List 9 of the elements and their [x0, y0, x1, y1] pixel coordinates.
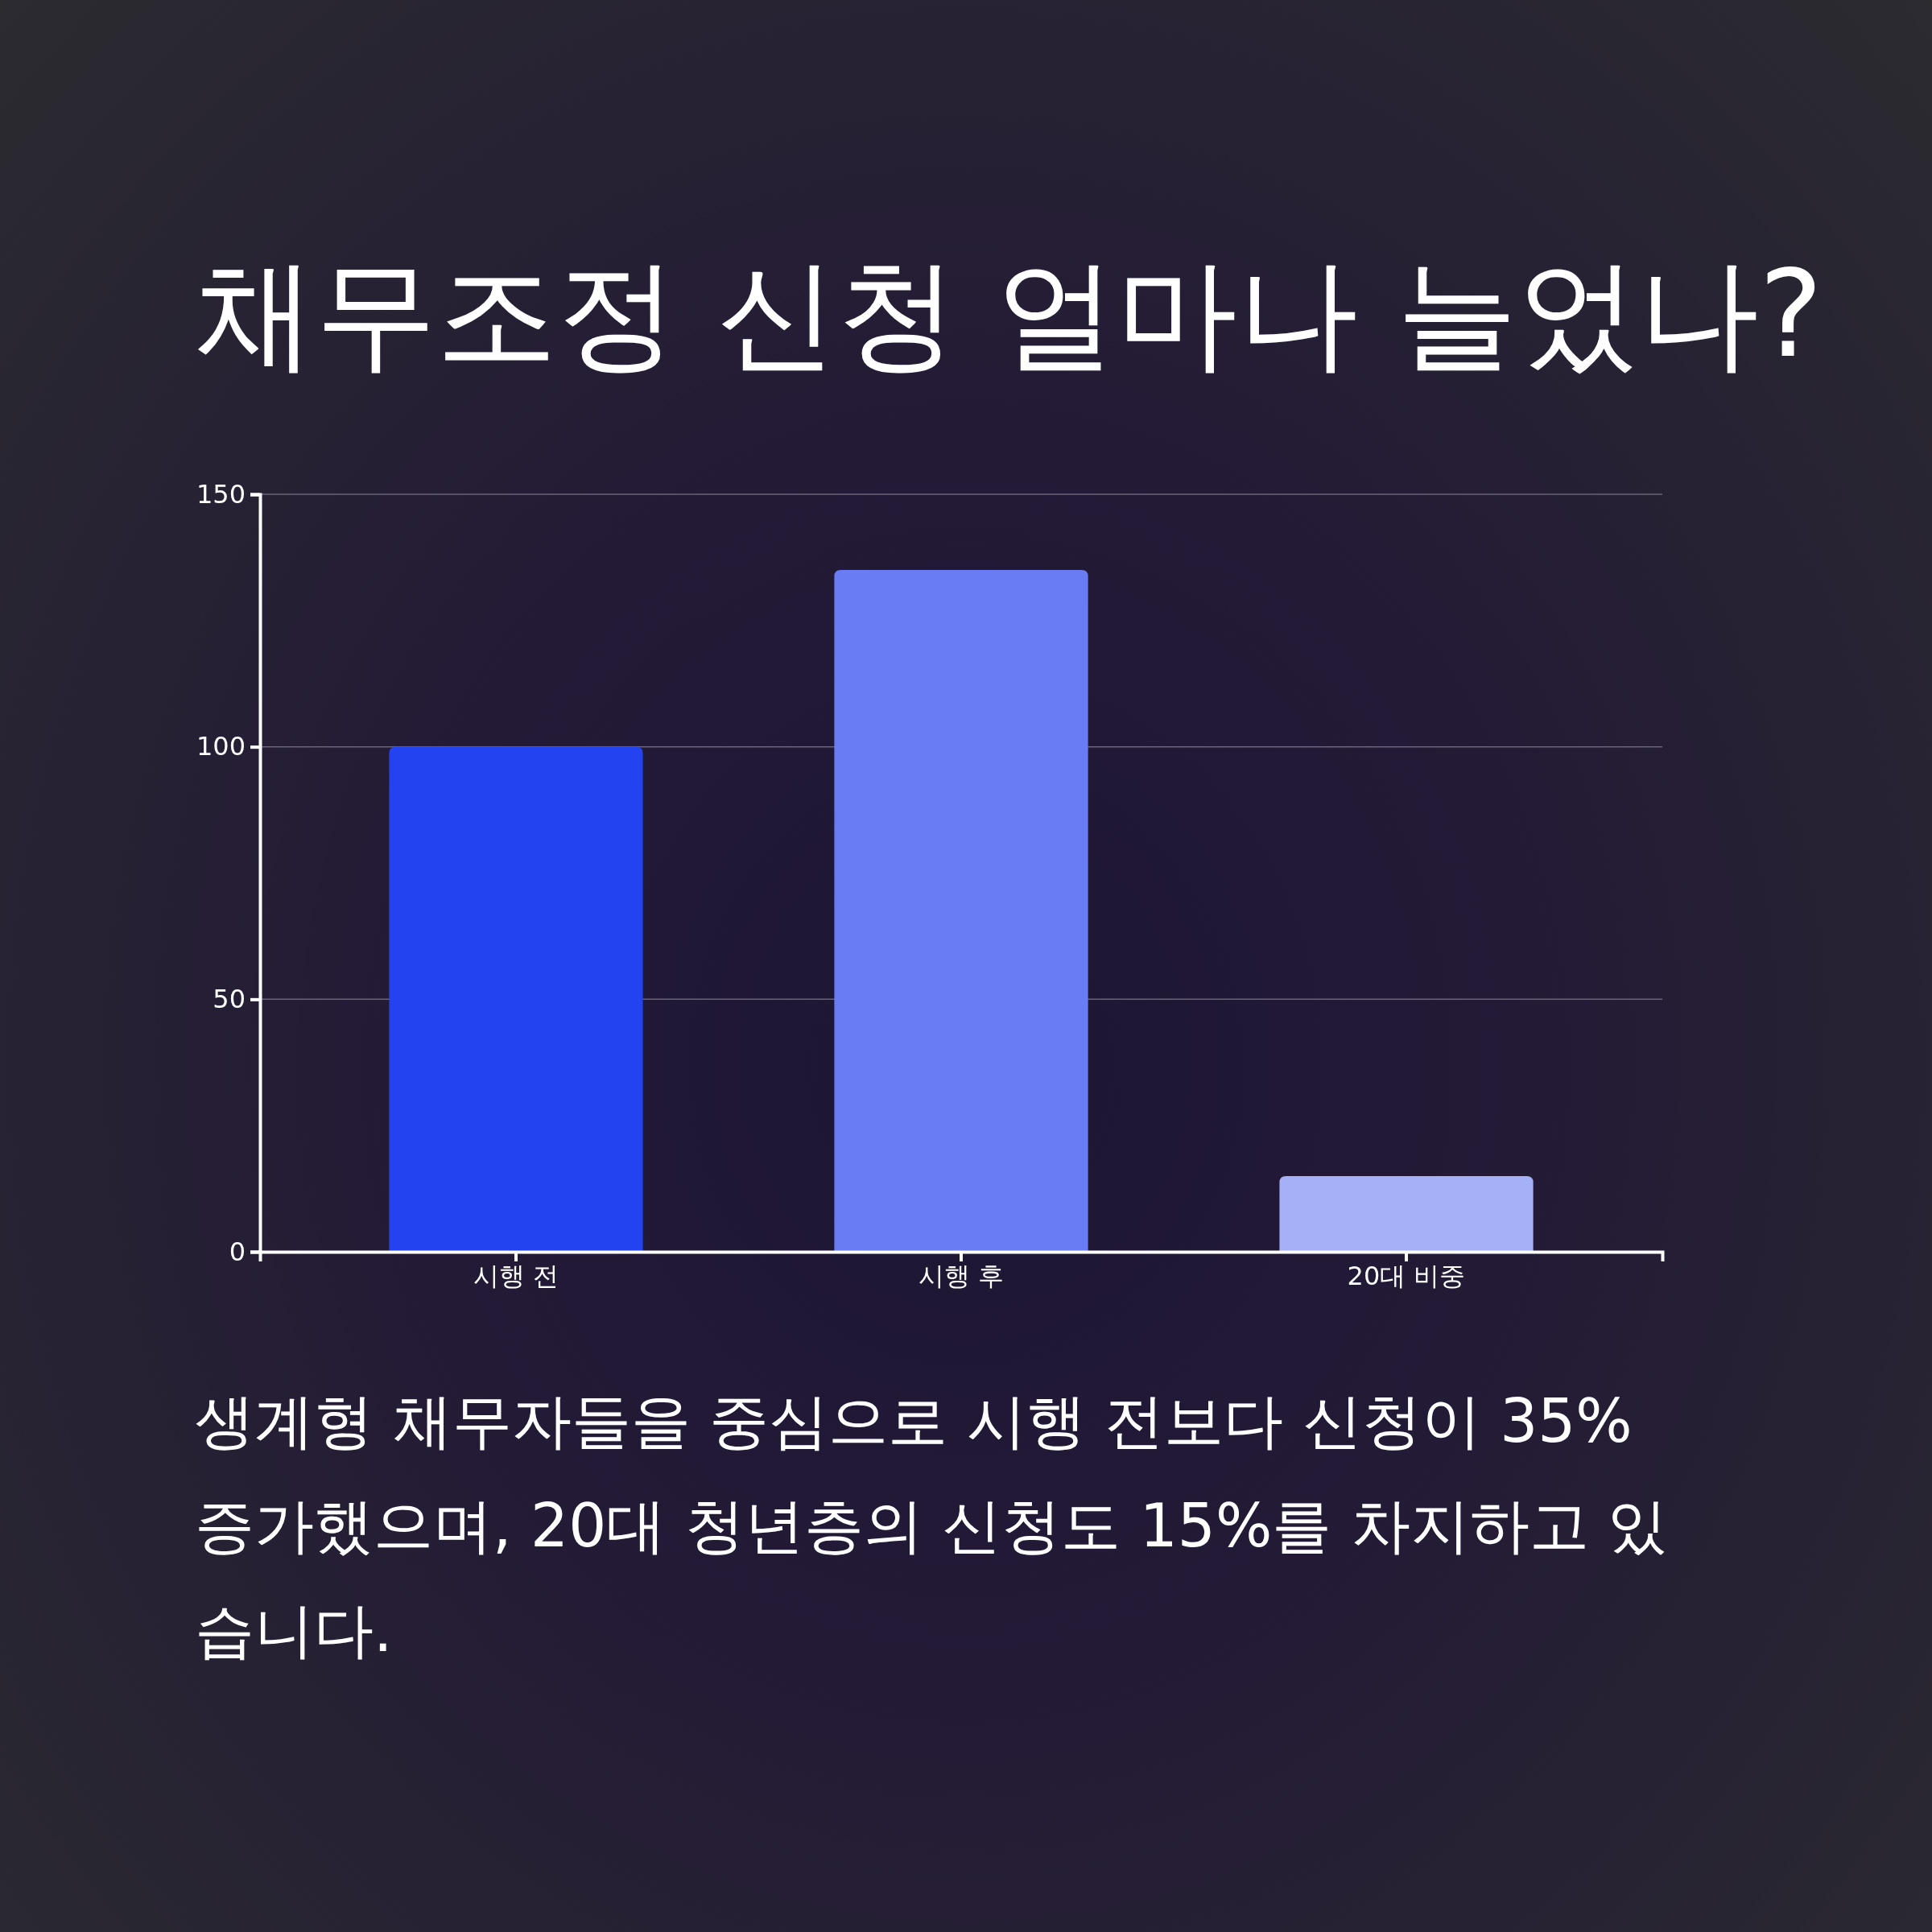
y-tick-label: 150 [196, 478, 246, 510]
chart-title: 채무조정 신청 얼마나 늘었나? [195, 243, 1823, 386]
x-tick-label: 20대 비중 [1347, 1260, 1466, 1291]
text: 생계형 채무자들을 중심으로 시행 전보다 신청이 35% 증가했으며, 20대 청년층의 신청도 15%를 차지하고 있습니다. [195, 1385, 1669, 1666]
y-tick-label: 0 [229, 1236, 246, 1267]
y-tick-label: 100 [196, 731, 246, 762]
y-tick-label: 50 [213, 984, 246, 1015]
x-tick-label: 시행 후 [918, 1260, 1005, 1291]
x-tick-label: 시행 전 [473, 1260, 559, 1291]
